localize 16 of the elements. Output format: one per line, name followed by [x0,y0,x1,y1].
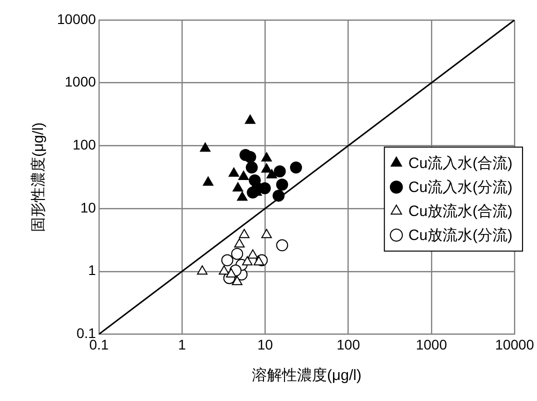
y-tick-label: 1000 [64,74,96,90]
x-tick-label: 1 [178,336,186,352]
y-axis-title: 固形性濃度(μg/l) [30,122,48,232]
x-tick-label: 1000 [416,336,448,352]
y-tick-label: 100 [72,136,96,153]
x-tick-label: 100 [336,336,360,352]
y-tick-label: 10 [80,199,96,216]
x-axis-title: 溶解性濃度(μg/l) [252,367,362,384]
y-tick-label: 1 [88,262,96,278]
legend-label: Cu流入水(合流) [408,155,513,172]
y-tick-label: 10000 [56,10,96,27]
legend-label: Cu放流水(合流) [408,203,513,220]
x-tick-label: 10000 [495,336,534,352]
legend-label: Cu放流水(分流) [408,227,513,244]
x-tick-label: 10 [257,336,274,352]
legend-label: Cu流入水(分流) [408,179,513,196]
